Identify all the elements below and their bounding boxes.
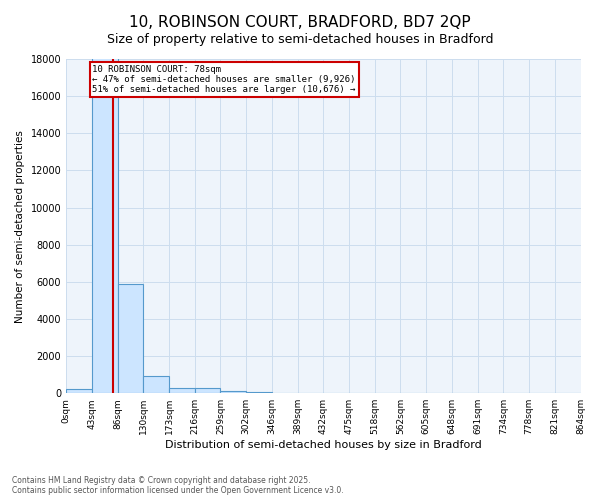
Bar [195,388,220,393]
Bar [66,390,92,393]
Y-axis label: Number of semi-detached properties: Number of semi-detached properties [15,130,25,322]
Text: 10 ROBINSON COURT: 78sqm
← 47% of semi-detached houses are smaller (9,926)
51% o: 10 ROBINSON COURT: 78sqm ← 47% of semi-d… [92,64,356,94]
Bar [92,0,118,393]
Bar [143,376,169,393]
X-axis label: Distribution of semi-detached houses by size in Bradford: Distribution of semi-detached houses by … [165,440,482,450]
Bar [220,391,246,393]
Bar [118,284,143,393]
Text: Contains HM Land Registry data © Crown copyright and database right 2025.
Contai: Contains HM Land Registry data © Crown c… [12,476,344,495]
Bar [169,388,195,393]
Bar [246,392,272,393]
Text: 10, ROBINSON COURT, BRADFORD, BD7 2QP: 10, ROBINSON COURT, BRADFORD, BD7 2QP [129,15,471,30]
Text: Size of property relative to semi-detached houses in Bradford: Size of property relative to semi-detach… [107,32,493,46]
